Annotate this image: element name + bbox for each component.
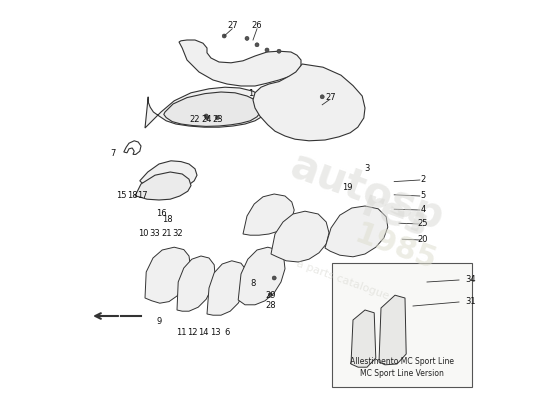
Text: 9: 9 — [156, 318, 162, 326]
Text: 6: 6 — [224, 328, 230, 337]
Polygon shape — [135, 172, 191, 200]
Text: 28: 28 — [266, 302, 276, 310]
Text: res: res — [356, 186, 434, 246]
Circle shape — [205, 116, 209, 120]
Circle shape — [320, 95, 324, 99]
Text: 21: 21 — [161, 230, 172, 238]
Text: 27: 27 — [228, 22, 238, 30]
Polygon shape — [207, 261, 247, 315]
Text: 29: 29 — [266, 292, 276, 300]
Text: 20: 20 — [418, 236, 428, 244]
Circle shape — [272, 276, 276, 280]
Polygon shape — [243, 194, 294, 235]
Text: 32: 32 — [172, 230, 183, 238]
Text: 34: 34 — [465, 276, 476, 284]
Polygon shape — [325, 206, 388, 257]
Polygon shape — [145, 247, 190, 303]
Text: autosp: autosp — [284, 145, 450, 239]
Polygon shape — [145, 87, 268, 128]
Text: 18: 18 — [162, 216, 172, 224]
Polygon shape — [164, 92, 261, 126]
Circle shape — [204, 114, 208, 118]
Text: 19: 19 — [342, 184, 352, 192]
Text: 4: 4 — [420, 206, 426, 214]
FancyBboxPatch shape — [332, 263, 472, 387]
Polygon shape — [238, 247, 285, 305]
Circle shape — [265, 48, 269, 52]
Text: 11: 11 — [176, 328, 186, 337]
Text: 15: 15 — [116, 192, 127, 200]
Circle shape — [222, 34, 226, 38]
Polygon shape — [253, 64, 365, 141]
Text: 33: 33 — [150, 230, 161, 238]
Circle shape — [277, 49, 281, 53]
Text: 1985: 1985 — [350, 220, 440, 276]
Text: 17: 17 — [137, 192, 147, 200]
Polygon shape — [140, 161, 197, 190]
Text: 1: 1 — [249, 90, 254, 98]
Circle shape — [216, 116, 219, 120]
Text: 27: 27 — [326, 94, 336, 102]
Text: 16: 16 — [156, 210, 166, 218]
Polygon shape — [271, 211, 329, 262]
Text: 14: 14 — [199, 328, 209, 337]
Text: 23: 23 — [212, 116, 223, 124]
Polygon shape — [177, 256, 215, 311]
Text: 25: 25 — [418, 220, 428, 228]
Text: 7: 7 — [111, 150, 116, 158]
Circle shape — [255, 43, 259, 47]
Text: 31: 31 — [465, 298, 476, 306]
Polygon shape — [179, 40, 301, 86]
Text: 5: 5 — [420, 192, 426, 200]
Text: a parts catalogue: a parts catalogue — [295, 258, 390, 302]
Circle shape — [268, 293, 272, 297]
Text: 3: 3 — [364, 164, 370, 172]
Text: 22: 22 — [190, 116, 200, 124]
Polygon shape — [351, 310, 376, 367]
Text: 2: 2 — [420, 176, 426, 184]
Text: 18: 18 — [127, 192, 138, 200]
Text: 12: 12 — [187, 328, 197, 337]
Text: 8: 8 — [250, 280, 256, 288]
Text: Allestimento MC Sport Line
MC Sport Line Version: Allestimento MC Sport Line MC Sport Line… — [350, 357, 454, 378]
Text: 10: 10 — [138, 230, 148, 238]
Circle shape — [245, 36, 249, 40]
Text: 26: 26 — [252, 22, 262, 30]
Polygon shape — [379, 295, 406, 365]
Text: 13: 13 — [210, 328, 221, 337]
Text: 24: 24 — [201, 116, 211, 124]
